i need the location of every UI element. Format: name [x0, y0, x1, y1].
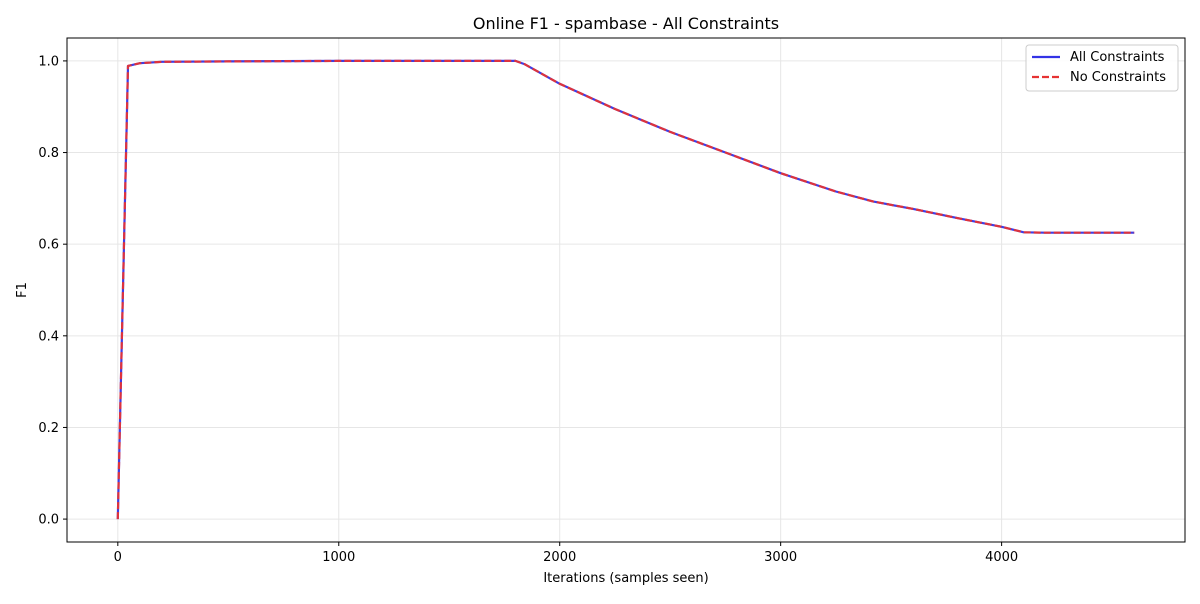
series-line-all-constraints — [116, 59, 1135, 520]
y-tick-label: 0.2 — [38, 421, 59, 436]
y-tick-label: 0.0 — [38, 513, 59, 528]
legend-label-all-constraints: All Constraints — [1070, 50, 1165, 65]
x-axis-label: Iterations (samples seen) — [543, 571, 708, 586]
x-tick-label: 0 — [114, 550, 122, 565]
series-line-no-constraints — [116, 59, 1135, 520]
x-tick-label: 3000 — [764, 550, 797, 565]
series-lines — [116, 59, 1135, 520]
legend-label-no-constraints: No Constraints — [1070, 70, 1166, 85]
y-axis-label: F1 — [15, 282, 30, 298]
x-tick-label: 4000 — [985, 550, 1018, 565]
axis-ticks: 0 1000 2000 3000 4000 0.0 0.2 0.4 0.6 0.8 1.0 — [38, 54, 1018, 565]
legend-box — [1025, 44, 1179, 92]
y-tick-label: 0.4 — [38, 329, 59, 344]
legend: All Constraints No Constraints — [1025, 44, 1179, 92]
x-tick-label: 1000 — [322, 550, 355, 565]
y-tick-label: 1.0 — [38, 54, 59, 69]
x-tick-label: 2000 — [543, 550, 576, 565]
y-tick-label: 0.6 — [38, 238, 59, 253]
y-tick-label: 0.8 — [38, 146, 59, 161]
chart-title: Online F1 - spambase - All Constraints — [473, 14, 779, 33]
plot-area-frame — [66, 37, 1186, 543]
